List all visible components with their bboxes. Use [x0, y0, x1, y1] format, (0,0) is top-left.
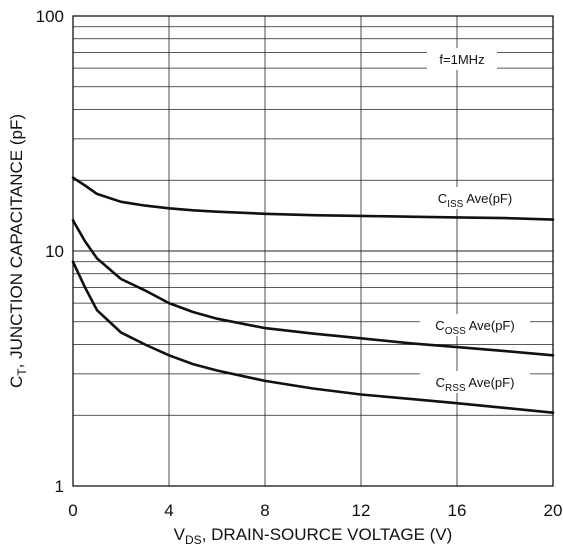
grid-lines [72, 16, 554, 486]
series-line-oss [71, 219, 555, 357]
frequency-annotation-group: f=1MHz [427, 48, 497, 70]
x-tick-label: 12 [352, 501, 371, 520]
y-tick-label: 1 [55, 477, 64, 496]
series-label-bg [420, 371, 530, 393]
x-axis-label: VDS, DRAIN-SOURCE VOLTAGE (V) [174, 525, 453, 547]
y-tick-label: 100 [36, 7, 64, 26]
x-tick-label: 4 [164, 501, 173, 520]
series-labels: CISS Ave(pF) COSS Ave(pF) CRSS Ave(pF) [420, 187, 530, 394]
series-line-rss [71, 260, 555, 415]
series-label-bg [420, 187, 530, 209]
frequency-annotation: f=1MHz [439, 52, 484, 67]
y-tick-label: 10 [45, 242, 64, 261]
x-tick-label: 16 [448, 501, 467, 520]
series-line-iss [71, 176, 555, 221]
x-tick-label: 0 [68, 501, 77, 520]
x-tick-label: 20 [544, 501, 563, 520]
annotation-bg [427, 48, 497, 70]
series-label-rss: CRSS Ave(pF) [436, 375, 515, 394]
y-axis-label: CT, JUNCTION CAPACITANCE (pF) [7, 114, 29, 388]
x-tick-labels: 0 4 8 12 16 20 [68, 501, 562, 520]
x-tick-label: 8 [260, 501, 269, 520]
series-lines [71, 176, 555, 415]
series-label-bg [420, 314, 530, 336]
series-label-iss: CISS Ave(pF) [438, 191, 512, 210]
series-label-oss: COSS Ave(pF) [435, 318, 514, 337]
y-tick-labels: 1 10 100 [36, 7, 64, 496]
plot-frame [72, 15, 554, 487]
